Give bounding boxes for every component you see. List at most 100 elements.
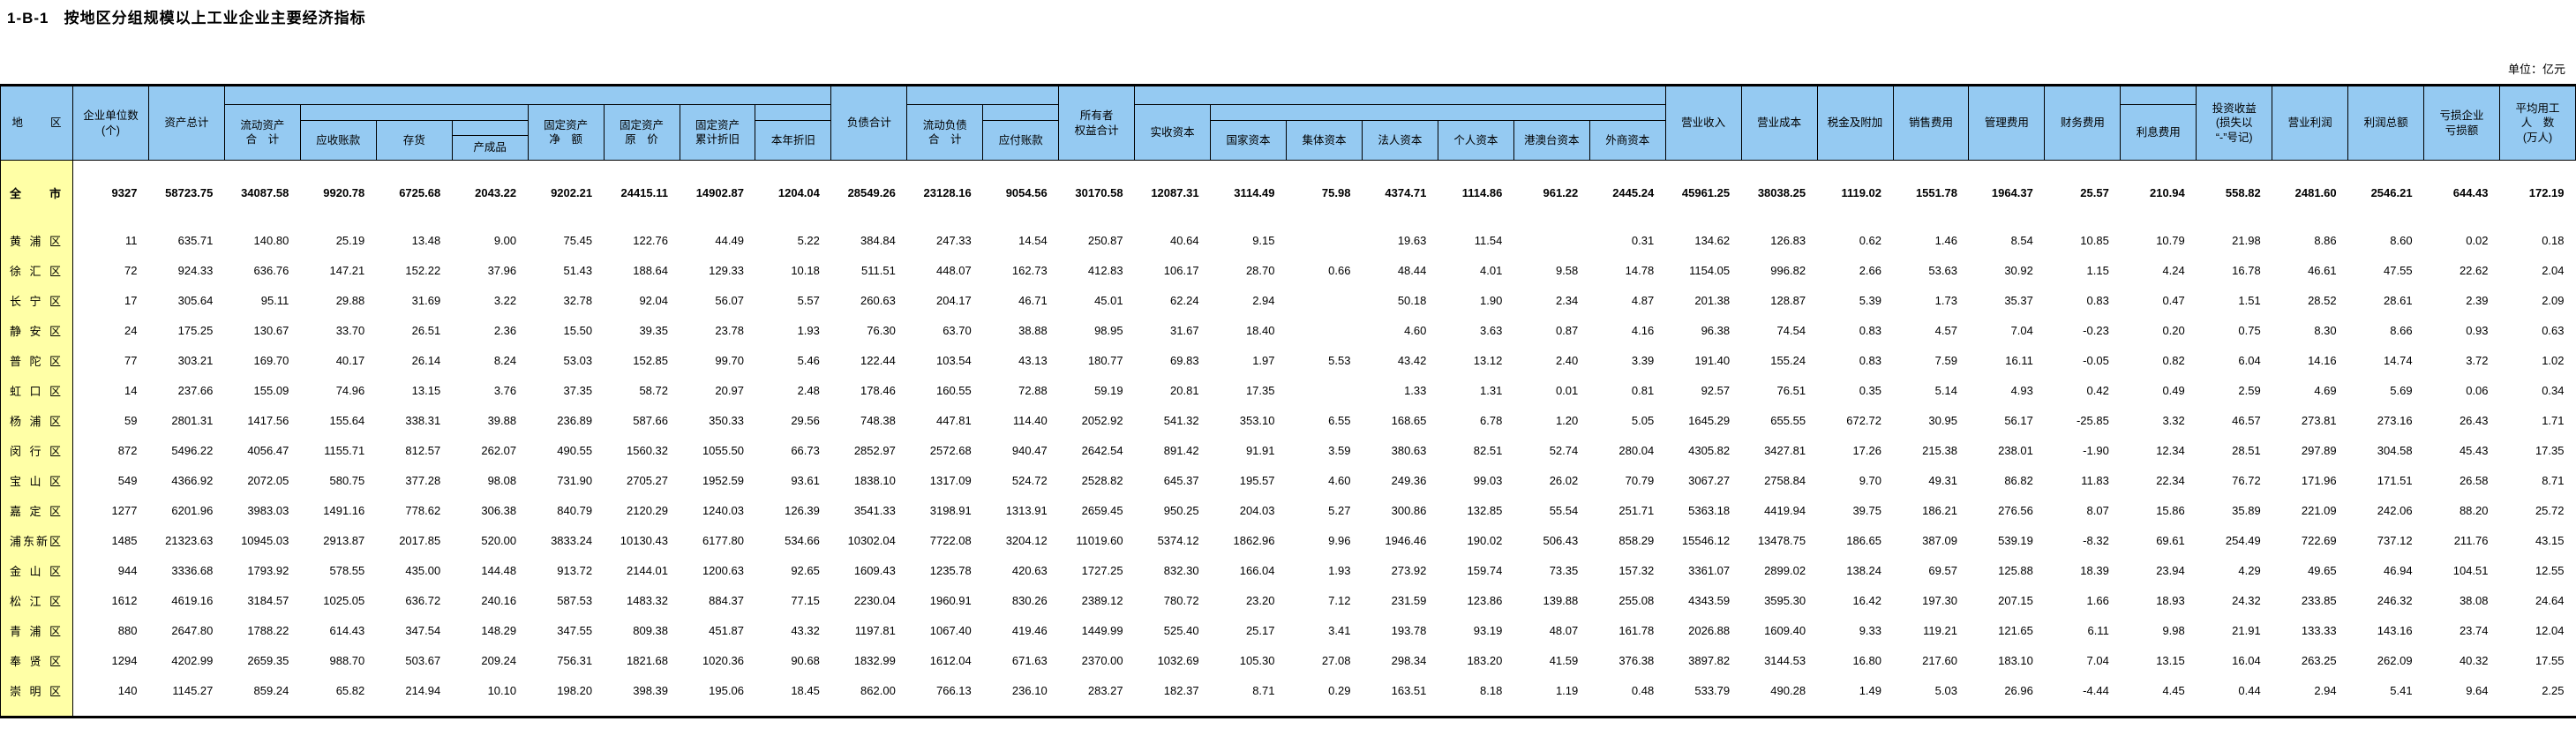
value-cell: 0.31 xyxy=(1631,234,1655,247)
col-header-interest-expenses: 利息费用 xyxy=(2120,104,2197,161)
row-label: 静安区 xyxy=(0,315,73,346)
value-cell: 28.52 xyxy=(2308,294,2337,307)
col-header-loss-amount: 亏损企业 亏损额 xyxy=(2423,85,2500,161)
region-name: 松江区 xyxy=(10,595,61,608)
value-cell: 1.73 xyxy=(1934,294,1957,307)
value-cell: 240.16 xyxy=(481,594,517,607)
value-cell: 1277 xyxy=(111,504,138,517)
col-header-liabilities-total: 负债合计 xyxy=(830,85,908,161)
value-cell: 1609.43 xyxy=(853,564,896,577)
region-name: 崇明区 xyxy=(10,685,61,698)
value-cell: 18.93 xyxy=(2156,594,2185,607)
value-cell: 40.32 xyxy=(2459,654,2489,667)
value-cell: 49.31 xyxy=(1928,474,1957,487)
value-cell: 748.38 xyxy=(860,414,896,427)
value-cell: 77 xyxy=(124,354,138,367)
value-cell: 3.39 xyxy=(1631,354,1655,367)
value-cell: 65.82 xyxy=(335,684,365,697)
value-cell: 3.72 xyxy=(2466,354,2489,367)
value-cell: 435.00 xyxy=(405,564,441,577)
value-cell: 92.57 xyxy=(1701,384,1731,397)
district-row: 嘉定区 1277 6201.96 3983.03 1491.16 778.62 306.38… xyxy=(0,495,2576,526)
value-cell: 338.31 xyxy=(405,414,441,427)
value-cell: 14902.87 xyxy=(695,186,744,200)
value-cell: 587.53 xyxy=(557,594,593,607)
value-cell: 9.58 xyxy=(1555,264,1579,277)
row-label: 杨浦区 xyxy=(0,405,73,436)
value-cell: 186.65 xyxy=(1846,534,1881,547)
value-cell: 778.62 xyxy=(405,504,441,517)
value-cell: 43.15 xyxy=(2535,534,2565,547)
value-cell: 168.65 xyxy=(1391,414,1427,427)
value-cell: 1551.78 xyxy=(1915,186,1957,200)
col-header-operating-cost: 营业成本 xyxy=(1740,85,1818,161)
district-row: 杨浦区 59 2801.31 1417.56 155.64 338.31 39.88 236.… xyxy=(0,405,2576,436)
value-cell: 249.36 xyxy=(1391,474,1427,487)
row-label: 黄浦区 xyxy=(0,225,73,256)
value-cell: 20.97 xyxy=(715,384,744,397)
header-spacer xyxy=(906,85,1060,105)
value-cell: 6.78 xyxy=(1480,414,1503,427)
value-cell: 125.88 xyxy=(1998,564,2033,577)
value-cell: 25.72 xyxy=(2535,504,2565,517)
value-cell: 1240.03 xyxy=(702,504,744,517)
value-cell: 347.54 xyxy=(405,624,441,637)
value-cell: 26.51 xyxy=(411,324,441,337)
value-cell: 0.83 xyxy=(2086,294,2109,307)
value-cell: 988.70 xyxy=(329,654,365,667)
value-cell: 134.62 xyxy=(1694,234,1731,247)
value-cell: 1612 xyxy=(111,594,138,607)
value-cell: 46.57 xyxy=(2232,414,2261,427)
value-cell: 614.43 xyxy=(329,624,365,637)
value-cell: 4.93 xyxy=(2010,384,2033,397)
region-name: 青浦区 xyxy=(10,625,61,638)
value-cell: 0.01 xyxy=(1555,384,1579,397)
value-cell: 23.78 xyxy=(715,324,744,337)
row-label: 嘉定区 xyxy=(0,495,73,526)
value-cell: 0.29 xyxy=(1328,684,1351,697)
value-cell: 27.08 xyxy=(1321,654,1351,667)
value-cell: 140.80 xyxy=(253,234,289,247)
value-cell: 53.03 xyxy=(563,354,593,367)
value-cell: 46.94 xyxy=(2384,564,2413,577)
value-cell: 1.33 xyxy=(1404,384,1427,397)
value-cell: 246.32 xyxy=(2377,594,2413,607)
value-cell: 0.42 xyxy=(2086,384,2109,397)
value-cell: 298.34 xyxy=(1391,654,1427,667)
value-cell: 1313.91 xyxy=(1005,504,1048,517)
value-cell: 13.15 xyxy=(2156,654,2185,667)
col-header-taxes-surcharges: 税金及附加 xyxy=(1816,85,1894,161)
value-cell: 2120.29 xyxy=(627,504,668,517)
value-cell: -0.23 xyxy=(2083,324,2109,337)
value-cell: 1200.63 xyxy=(702,564,744,577)
row-label: 虹口区 xyxy=(0,375,73,406)
value-cell: 114.40 xyxy=(1012,414,1048,427)
value-cell: 0.93 xyxy=(2466,324,2489,337)
col-header-admin-expenses: 管理费用 xyxy=(1968,85,2046,161)
value-cell: 0.34 xyxy=(2542,384,2565,397)
value-cell: 2758.84 xyxy=(1764,474,1806,487)
value-cell: 221.09 xyxy=(2301,504,2337,517)
value-cell: 9054.56 xyxy=(1005,186,1048,200)
value-cell: 9.64 xyxy=(2466,684,2489,697)
region-name: 静安区 xyxy=(10,325,61,338)
value-cell: 5.27 xyxy=(1328,504,1351,517)
value-cell: 672.72 xyxy=(1846,414,1881,427)
district-row: 黄浦区 11 635.71 140.80 25.19 13.48 9.00 75.45 122.… xyxy=(0,225,2576,256)
value-cell: 126.39 xyxy=(785,504,820,517)
value-cell: 2.40 xyxy=(1555,354,1579,367)
filler-row xyxy=(0,705,2576,718)
value-cell: 58.72 xyxy=(639,384,668,397)
value-cell: 1483.32 xyxy=(627,594,668,607)
row-label: 闵行区 xyxy=(0,435,73,466)
value-cell: 139.88 xyxy=(1543,594,1579,607)
value-cell: 1960.91 xyxy=(929,594,972,607)
value-cell: 0.81 xyxy=(1631,384,1655,397)
value-cell: 300.86 xyxy=(1391,504,1427,517)
value-cell: 3.22 xyxy=(493,294,517,307)
value-cell: 121.65 xyxy=(1998,624,2033,637)
value-cell: 8.07 xyxy=(2086,504,2109,517)
value-cell: 14.78 xyxy=(1625,264,1655,277)
value-cell: 8.86 xyxy=(2314,234,2337,247)
value-cell: 171.51 xyxy=(2377,474,2413,487)
